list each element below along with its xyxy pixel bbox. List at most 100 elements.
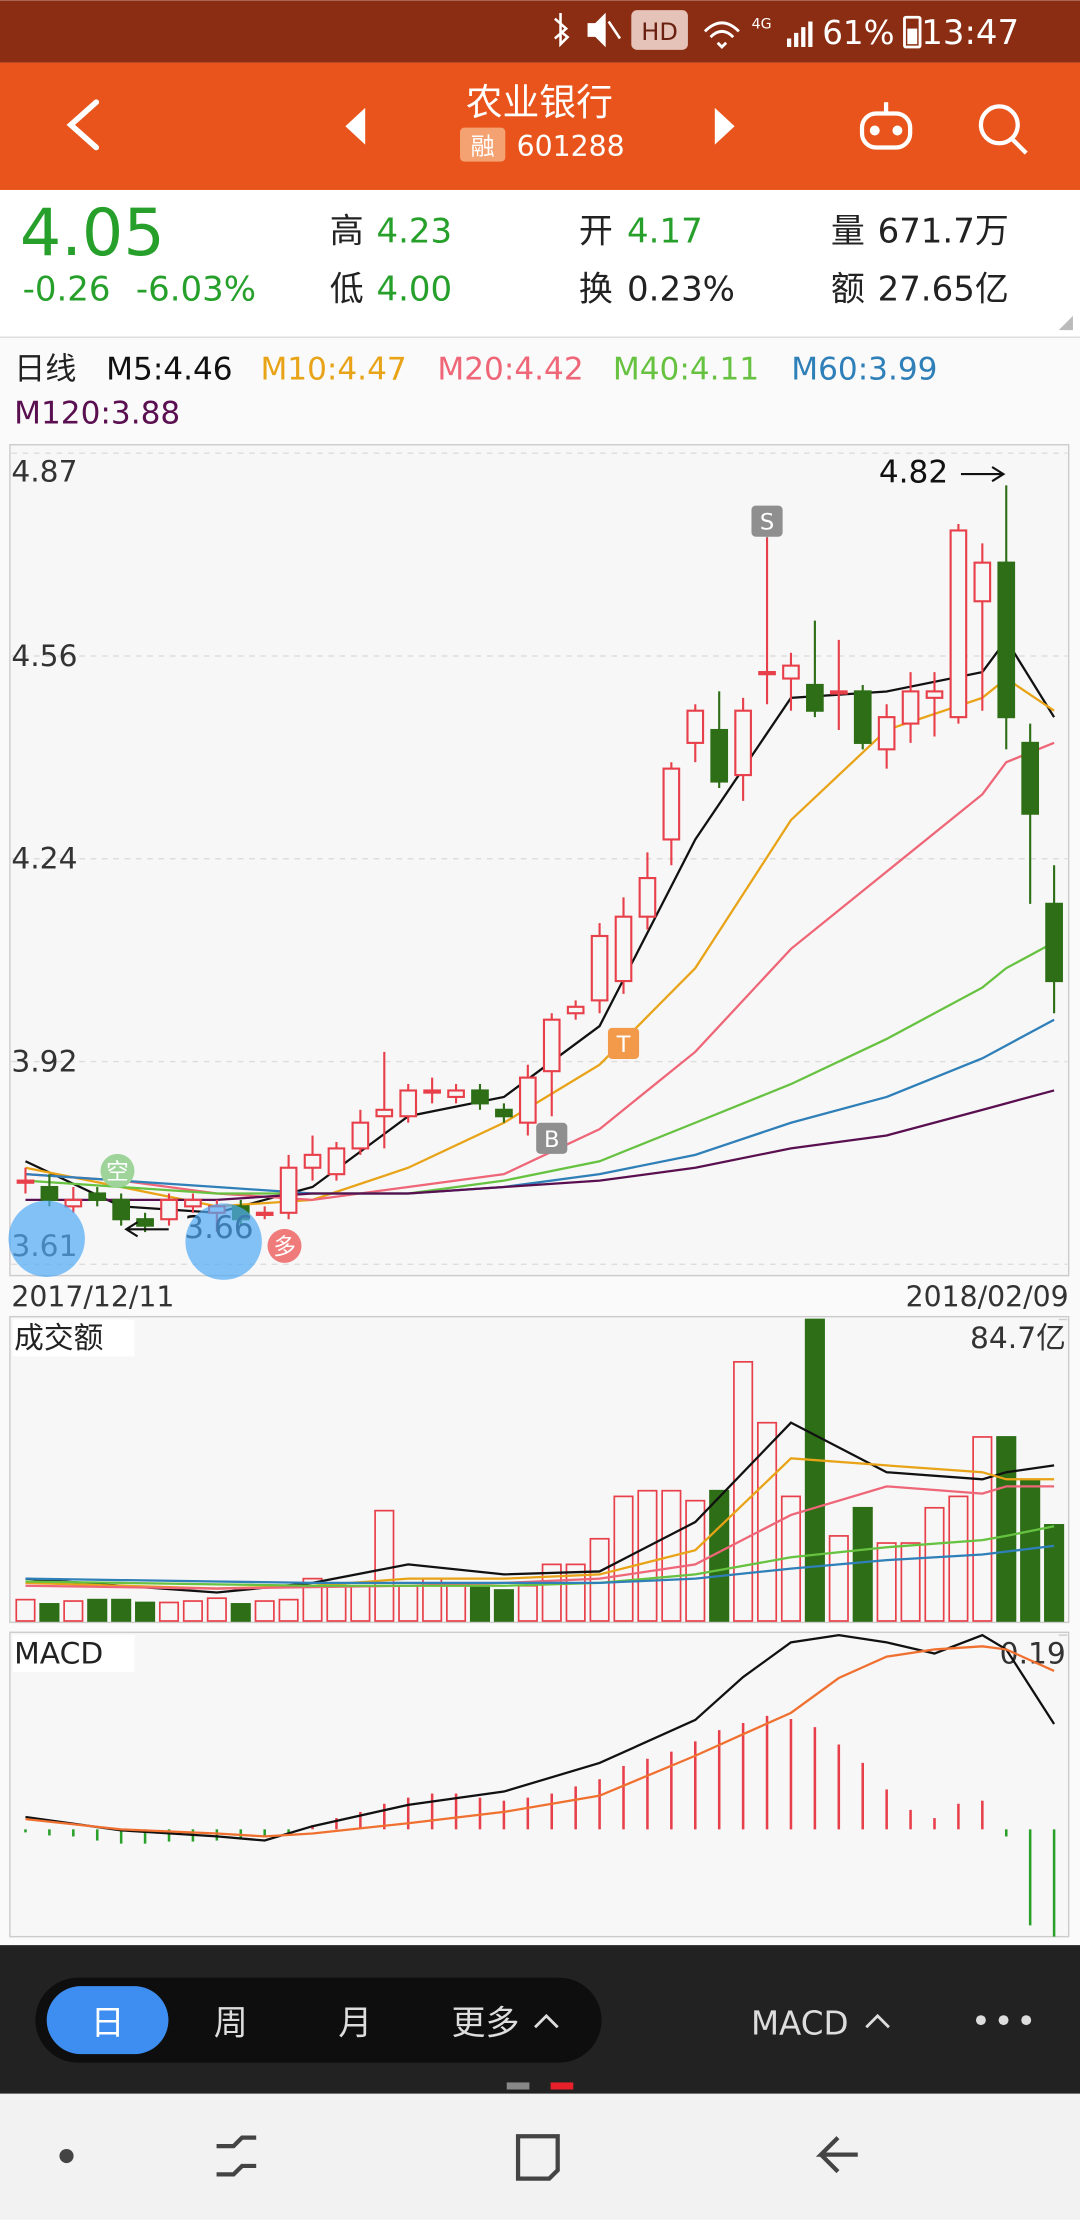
y-tick-label: 3.92 (11, 1044, 77, 1079)
volume-bar (254, 1600, 275, 1622)
signal-text: B (544, 1127, 560, 1153)
volume-bar (206, 1597, 227, 1622)
network-text: 4G (752, 17, 772, 33)
stock-name: 农业银行 (466, 81, 613, 124)
turnover-value: 0.23% (627, 269, 735, 309)
nav-dot[interactable] (59, 2148, 74, 2164)
nav-home[interactable] (515, 2134, 560, 2181)
volume-bar (517, 1584, 538, 1622)
candle-body (566, 1005, 585, 1015)
page-dot-active (550, 2082, 574, 2090)
candle-body (734, 709, 752, 777)
candle-body (136, 1218, 154, 1227)
high-label: 高 (330, 211, 364, 251)
volume-bar (15, 1598, 36, 1622)
volume-bar (278, 1598, 299, 1622)
battery-icon (903, 15, 922, 49)
signal-marker (607, 1027, 640, 1060)
macd-title-bg (12, 1635, 135, 1672)
turnover-label: 换 (579, 269, 613, 309)
volume-bar (63, 1600, 84, 1622)
volume-bar (230, 1603, 251, 1622)
candle-body (901, 690, 920, 725)
candle-body (1021, 741, 1040, 815)
low-arrow (124, 1221, 169, 1238)
y-tick-label: 4.56 (11, 639, 77, 674)
signal-marker (751, 505, 783, 537)
ma-line (25, 1485, 1055, 1590)
tab-week[interactable]: 周 (214, 2003, 248, 2043)
tab-day[interactable]: 日 (91, 2003, 125, 2043)
candle-body (1045, 902, 1063, 983)
candle-body (542, 1018, 561, 1073)
candle-body (64, 1198, 83, 1208)
y-tick-label: 4.87 (11, 455, 77, 490)
volume-bar (326, 1584, 347, 1622)
volume-bar (733, 1360, 754, 1622)
nav-bar (0, 2093, 1080, 2220)
volume-bar (972, 1436, 993, 1622)
tab-more[interactable]: 更多 (452, 2003, 520, 2043)
candle-body (279, 1166, 298, 1214)
high-label: 4.82 (879, 455, 948, 491)
search-button[interactable] (978, 104, 1028, 155)
ma-line (25, 1645, 1055, 1838)
menu-dots[interactable] (975, 2015, 1032, 2026)
prev-stock[interactable] (345, 107, 366, 145)
volume-bar (469, 1584, 491, 1622)
signal-marker (100, 1153, 135, 1188)
volume-bar (446, 1584, 467, 1622)
candle-body (16, 1179, 35, 1184)
volume-bar (852, 1506, 873, 1622)
hd-text: HD (641, 18, 678, 46)
candle-body (351, 1121, 370, 1150)
period-switch (35, 1977, 602, 2063)
candle-body (471, 1089, 489, 1105)
candle-body (949, 529, 968, 719)
candle-body (184, 1198, 202, 1208)
macd-title: MACD (14, 1636, 103, 1671)
mute-icon (587, 12, 622, 48)
end-date: 2018/02/09 (906, 1281, 1069, 1314)
margin-badge (460, 127, 506, 162)
volume-value: 671.7万 (878, 211, 1009, 251)
more-chevron (534, 2013, 559, 2029)
next-stock[interactable] (714, 107, 735, 145)
last-price: 4.05 (20, 196, 165, 271)
legend-item: M10:4.47 (260, 352, 406, 388)
corner-mark (1058, 315, 1073, 331)
indicator-select[interactable]: MACD (751, 2004, 849, 2042)
hd-badge (631, 10, 688, 50)
volume-bar (996, 1436, 1017, 1622)
candle-body (973, 561, 992, 603)
volume-label: 量 (831, 211, 865, 251)
signal-marker (536, 1122, 568, 1154)
high-value: 4.23 (377, 211, 453, 251)
battery-level (907, 28, 918, 45)
robot-button[interactable] (859, 102, 913, 150)
ma-line (25, 1089, 1055, 1202)
candle-body (686, 709, 705, 744)
candle-body (327, 1147, 346, 1176)
candle-body (662, 767, 681, 841)
nav-back[interactable] (815, 2136, 858, 2174)
back-button[interactable] (66, 99, 100, 151)
candle-body (423, 1089, 441, 1094)
clock: 13:47 (921, 13, 1019, 53)
ma-line (25, 1544, 1055, 1585)
volume-bar (398, 1584, 419, 1622)
price-change-pct: -6.03% (136, 269, 256, 309)
stock-code: 601288 (517, 130, 625, 163)
wifi-icon (703, 21, 740, 49)
header-bar (0, 62, 1080, 190)
tab-month[interactable]: 月 (338, 2003, 372, 2043)
period-label: 日线 (14, 352, 76, 388)
nav-recents[interactable] (216, 2135, 257, 2177)
candle-body (88, 1192, 107, 1201)
candle-body (495, 1108, 513, 1118)
candle-body (853, 690, 872, 744)
volume-bar (111, 1598, 132, 1622)
candle-body (997, 561, 1016, 719)
signal-text: S (760, 510, 774, 536)
margin-badge-text: 融 (471, 133, 495, 161)
